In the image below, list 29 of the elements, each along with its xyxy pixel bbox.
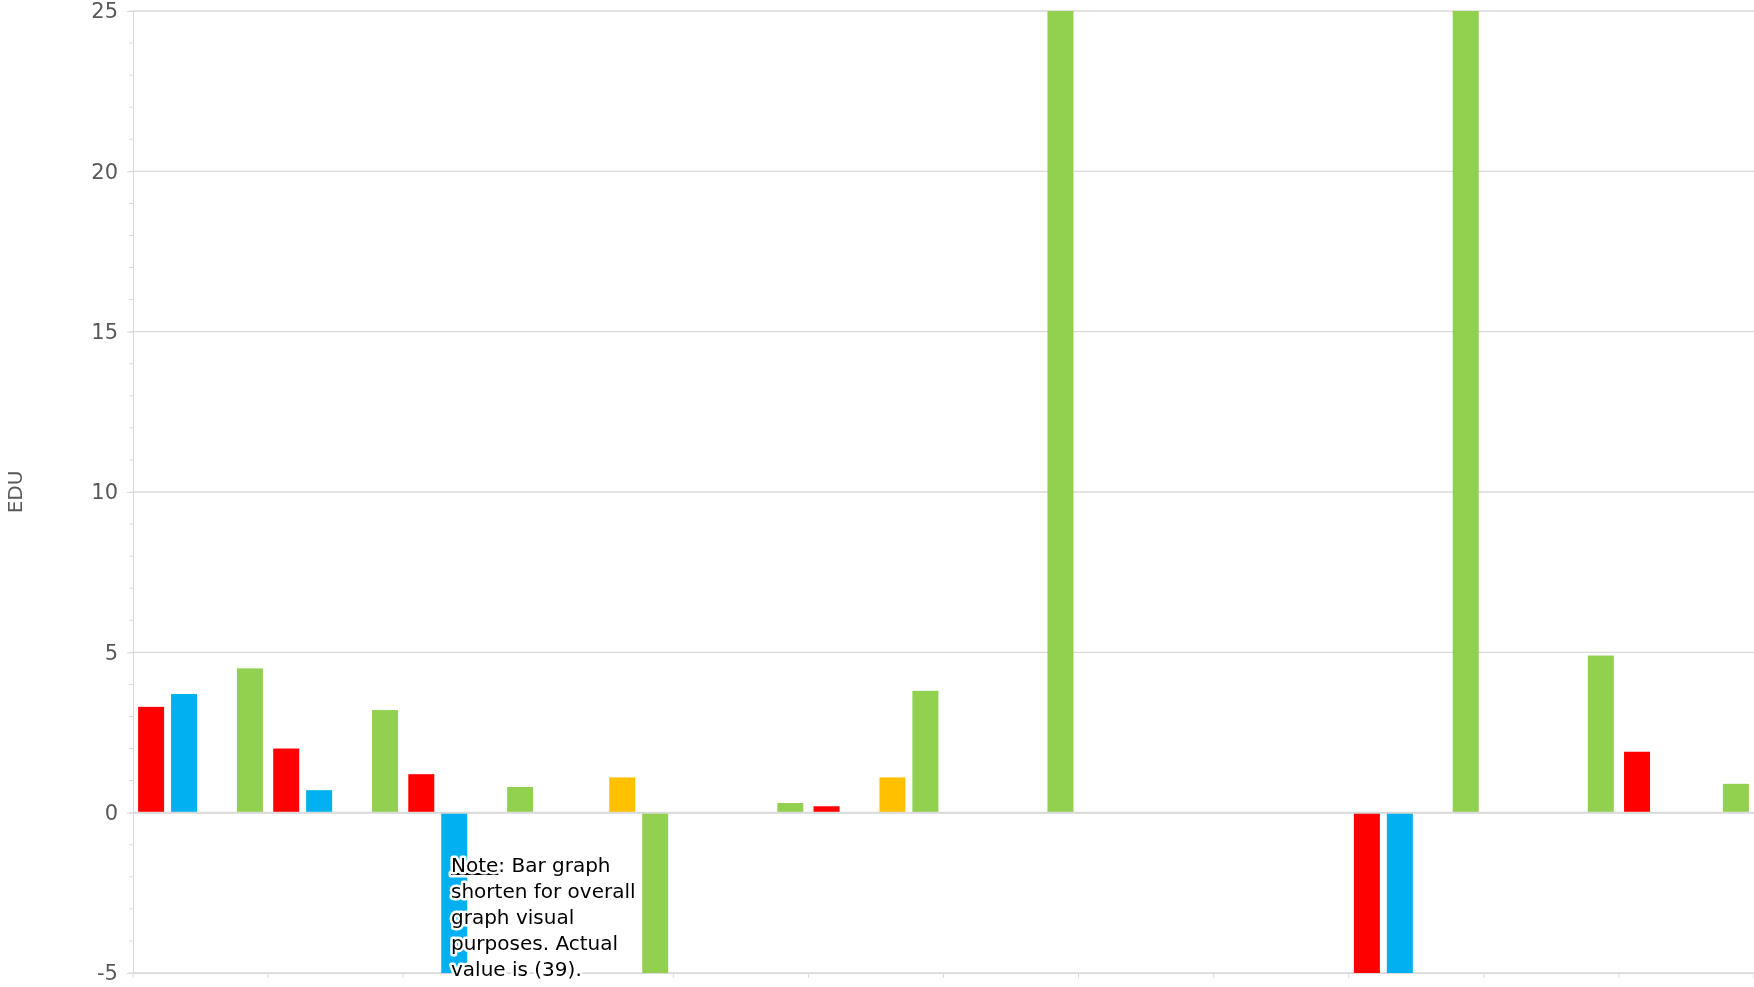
bar: [1722, 783, 1749, 813]
y-tick-label: 25: [91, 0, 118, 24]
bar: [1353, 812, 1380, 973]
y-tick-label: 0: [104, 800, 118, 825]
bar: [171, 694, 198, 813]
bar: [777, 803, 804, 813]
bar: [642, 812, 669, 973]
y-tick-label: 20: [91, 159, 118, 184]
bar: [1587, 655, 1614, 813]
bar: [507, 787, 534, 813]
y-tick-label: 5: [104, 640, 118, 665]
bar: [912, 690, 939, 813]
bar: [1624, 751, 1651, 813]
bar: [609, 777, 636, 813]
bar: [1386, 812, 1413, 973]
bar: [306, 790, 333, 813]
bar: [1047, 11, 1074, 813]
bar: [879, 777, 906, 813]
y-tick-label: -5: [97, 961, 118, 986]
y-tick-label: 15: [91, 319, 118, 344]
bar: [273, 748, 300, 813]
bar: [1452, 11, 1479, 813]
y-tick-label: 10: [91, 480, 118, 505]
bar: [813, 806, 840, 813]
bar: [408, 774, 435, 813]
y-axis-title: EDU: [3, 470, 27, 514]
bar: [138, 706, 165, 813]
bar: [372, 710, 399, 813]
bar: [236, 668, 263, 813]
